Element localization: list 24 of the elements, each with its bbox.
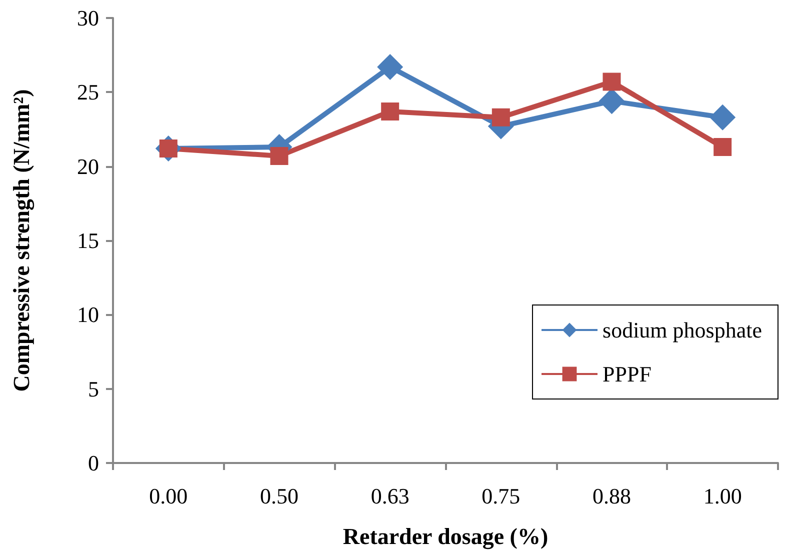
x-tick-label: 0.88 (592, 484, 631, 508)
y-tick-label: 0 (88, 450, 99, 476)
point (714, 138, 732, 156)
point (381, 102, 400, 120)
legend-label: PPPF (602, 362, 652, 386)
x-axis-title: Retarder dosage (%) (342, 524, 548, 550)
y-tick-label: 30 (77, 6, 99, 30)
point (270, 146, 288, 165)
point (492, 108, 510, 126)
point (710, 104, 736, 130)
y-tick-label: 15 (77, 228, 99, 253)
legend-label: sodium phosphate (602, 318, 762, 342)
y-tick-label: 25 (77, 80, 99, 105)
y-tick-label: 10 (77, 302, 99, 328)
x-tick-label: 0.00 (149, 484, 188, 508)
y-tick-label: 20 (77, 154, 99, 179)
y-tick-label: 5 (88, 376, 99, 402)
x-tick-label: 0.50 (260, 484, 298, 508)
point (602, 72, 621, 91)
y-axis-title: Compressive strength (N/mm²) (9, 89, 35, 392)
x-tick-label: 1.00 (703, 484, 742, 508)
x-tick-label: 0.63 (370, 484, 410, 508)
point (377, 54, 404, 80)
x-tick-label: 0.75 (482, 484, 520, 508)
